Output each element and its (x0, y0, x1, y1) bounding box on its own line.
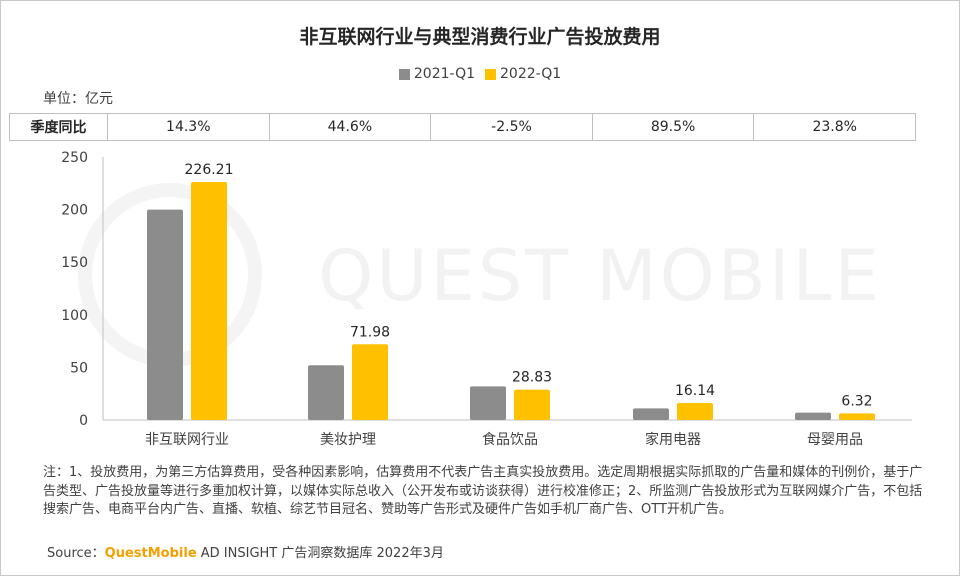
legend-label-2021: 2021-Q1 (413, 66, 475, 82)
yoy-value: -2.5% (430, 113, 593, 141)
legend-item-2022: 2022-Q1 (485, 66, 561, 82)
data-label: 71.98 (350, 324, 390, 340)
data-label: 6.32 (841, 393, 872, 409)
bar-2021 (147, 209, 183, 420)
category-label: 美妆护理 (320, 432, 376, 448)
bar-2021 (470, 386, 506, 420)
legend-swatch-2022 (485, 68, 496, 80)
source-prefix: Source： (47, 546, 105, 561)
bar-2021 (633, 408, 669, 420)
legend-swatch-2021 (398, 68, 410, 80)
unit-label: 单位：亿元 (43, 91, 113, 107)
y-tick-label: 50 (70, 360, 88, 376)
bar-2022 (677, 403, 713, 420)
yoy-value: 44.6% (268, 113, 432, 141)
yoy-value: 23.8% (753, 113, 916, 141)
bar-2022 (191, 182, 227, 420)
category-label: 母婴用品 (807, 432, 863, 448)
source-line: Source：QuestMobile AD INSIGHT 广告洞察数据库 20… (47, 542, 444, 561)
bar-2022 (514, 389, 550, 420)
y-tick-label: 150 (61, 255, 88, 271)
bar-2022 (839, 413, 875, 420)
y-tick-label: 100 (61, 308, 88, 324)
category-label: 非互联网行业 (145, 432, 229, 448)
bar-2021 (308, 365, 344, 420)
source-rest: AD INSIGHT 广告洞察数据库 2022年3月 (196, 546, 444, 561)
yoy-value: 89.5% (591, 113, 755, 141)
yoy-value: 14.3% (107, 113, 270, 141)
chart-title: 非互联网行业与典型消费行业广告投放费用 (299, 26, 661, 48)
data-label: 28.83 (512, 370, 552, 386)
data-label: 226.21 (185, 162, 234, 178)
yoy-label: 季度同比 (9, 113, 108, 141)
source-brand: QuestMobile (104, 546, 197, 561)
category-label: 食品饮品 (482, 431, 538, 448)
legend-item-2021: 2021-Q1 (398, 66, 475, 82)
y-tick-label: 200 (61, 203, 88, 219)
watermark-text: QUEST MOBILE (318, 235, 881, 317)
bar-chart: QUEST MOBILE 0 50 100 150 200 250 226.21 非互联网行业 7… (61, 150, 912, 448)
data-label: 16.14 (675, 383, 715, 399)
yoy-row: 季度同比 14.3% 44.6% -2.5% 89.5% 23.8% (9, 113, 916, 141)
bar-2022 (352, 344, 388, 420)
category-label: 家用电器 (645, 431, 701, 448)
y-tick-label: 250 (61, 150, 88, 166)
footnote: 注：1、投放费用，为第三方估算费用，受各种因素影响，估算费用不代表广告主真实投放… (43, 465, 923, 517)
y-tick-label: 0 (79, 413, 88, 429)
legend: 2021-Q1 2022-Q1 (0, 66, 960, 82)
yoy-table: 季度同比 14.3% 44.6% -2.5% 89.5% 23.8% (9, 113, 916, 141)
legend-label-2022: 2022-Q1 (500, 66, 562, 82)
bar-2021 (795, 412, 831, 420)
